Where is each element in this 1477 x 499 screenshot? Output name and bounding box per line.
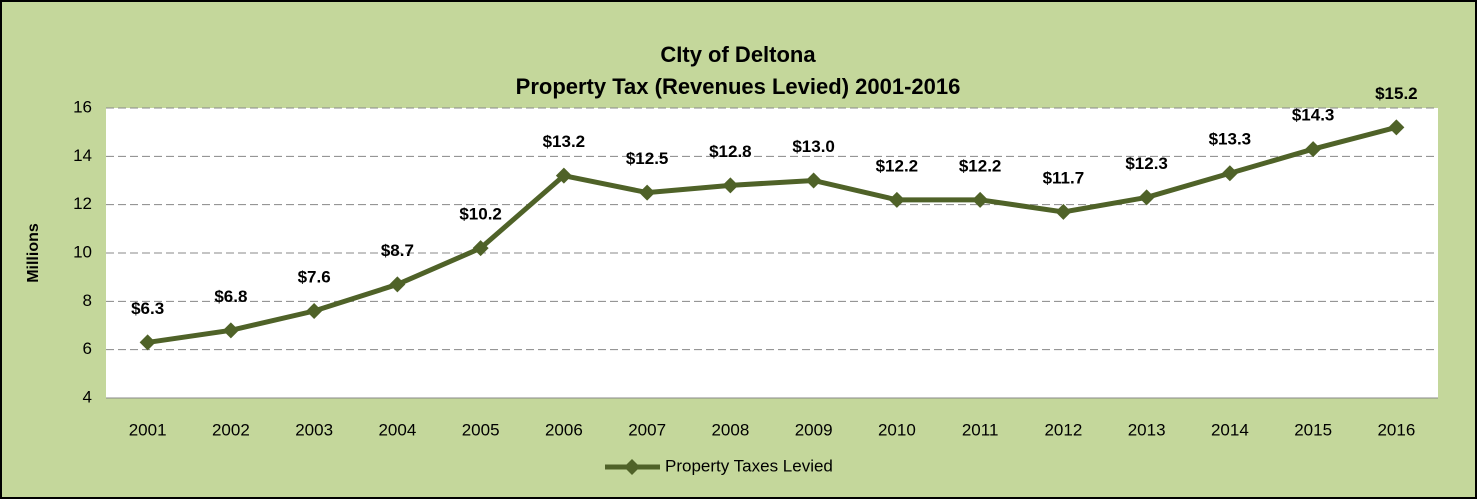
marker bbox=[639, 184, 656, 201]
marker bbox=[722, 177, 739, 194]
legend-label: Property Taxes Levied bbox=[665, 456, 833, 475]
marker bbox=[1388, 119, 1405, 136]
data-label: $12.2 bbox=[959, 156, 1002, 175]
x-tick-label: 2006 bbox=[545, 420, 583, 439]
x-tick-label: 2011 bbox=[962, 420, 999, 439]
x-tick-label: 2014 bbox=[1211, 420, 1249, 439]
x-tick-label: 2013 bbox=[1128, 420, 1166, 439]
data-label: $6.3 bbox=[131, 299, 164, 318]
data-label: $8.7 bbox=[381, 241, 414, 260]
x-tick-label: 2016 bbox=[1377, 420, 1415, 439]
y-tick-label: 4 bbox=[83, 387, 92, 406]
x-tick-label: 2002 bbox=[212, 420, 250, 439]
data-label: $12.2 bbox=[876, 156, 919, 175]
x-tick-label: 2010 bbox=[878, 420, 916, 439]
data-label: $15.2 bbox=[1375, 84, 1418, 103]
x-tick-label: 2003 bbox=[295, 420, 333, 439]
y-axis-label: Millions bbox=[25, 223, 42, 283]
marker bbox=[805, 172, 822, 189]
data-label: $6.8 bbox=[214, 287, 247, 306]
x-tick-label: 2007 bbox=[628, 420, 666, 439]
data-label: $12.5 bbox=[626, 149, 669, 168]
marker bbox=[139, 334, 156, 351]
marker bbox=[222, 322, 239, 339]
legend-marker bbox=[624, 459, 640, 475]
y-tick-label: 10 bbox=[73, 242, 92, 261]
data-label: $13.3 bbox=[1209, 130, 1252, 149]
marker bbox=[1221, 165, 1238, 182]
data-label: $7.6 bbox=[298, 267, 331, 286]
marker bbox=[555, 167, 572, 184]
data-label: $13.0 bbox=[792, 137, 835, 156]
x-tick-label: 2008 bbox=[711, 420, 749, 439]
data-label: $12.3 bbox=[1125, 154, 1168, 173]
marker bbox=[472, 240, 489, 257]
marker bbox=[1138, 189, 1155, 206]
x-tick-label: 2012 bbox=[1044, 420, 1082, 439]
data-label: $12.8 bbox=[709, 142, 752, 161]
marker bbox=[888, 191, 905, 208]
y-tick-label: 8 bbox=[83, 291, 92, 310]
x-tick-label: 2009 bbox=[795, 420, 833, 439]
marker bbox=[972, 191, 989, 208]
chart-title: CIty of Deltona bbox=[660, 42, 816, 67]
y-tick-label: 12 bbox=[73, 194, 92, 213]
marker bbox=[1055, 203, 1072, 220]
x-tick-label: 2005 bbox=[462, 420, 500, 439]
x-tick-label: 2004 bbox=[378, 420, 416, 439]
marker bbox=[1305, 141, 1322, 158]
data-label: $10.2 bbox=[459, 205, 502, 224]
y-tick-label: 6 bbox=[83, 339, 92, 358]
y-tick-label: 14 bbox=[73, 146, 92, 165]
y-tick-label: 16 bbox=[73, 97, 92, 116]
data-label: $11.7 bbox=[1043, 168, 1085, 187]
line bbox=[147, 124, 1398, 345]
data-label: $13.2 bbox=[543, 132, 586, 151]
x-tick-label: 2001 bbox=[129, 420, 167, 439]
marker bbox=[389, 276, 406, 293]
marker bbox=[306, 303, 323, 319]
data-label: $14.3 bbox=[1292, 106, 1335, 125]
chart-subtitle: Property Tax (Revenues Levied) 2001-2016 bbox=[516, 74, 961, 99]
x-tick-label: 2015 bbox=[1294, 420, 1332, 439]
